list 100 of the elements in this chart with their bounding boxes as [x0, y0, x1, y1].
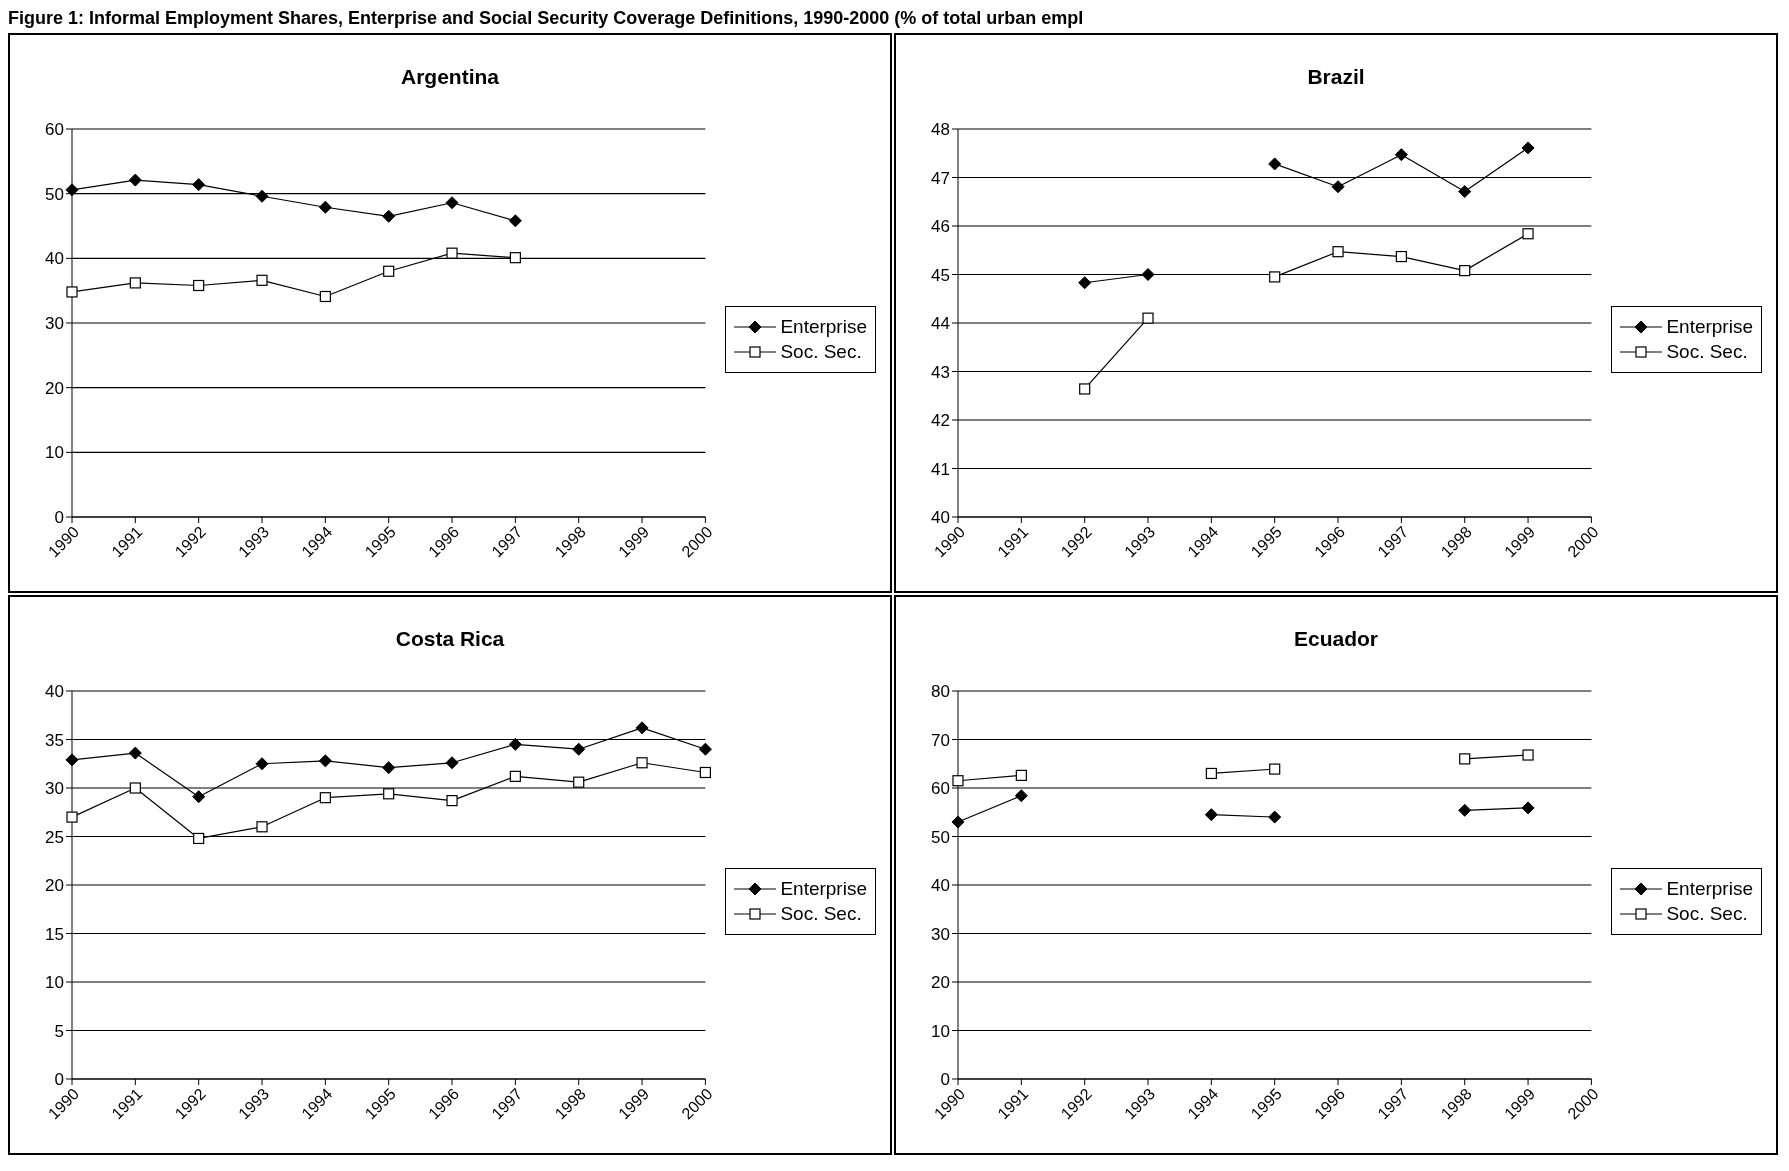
point — [1268, 810, 1282, 824]
caption: Figure 1: Informal Employment Shares, Enterprise and Social Security Coverage Definitions, 1990-2000 (% of total urban empl — [8, 8, 1085, 29]
point — [446, 795, 458, 807]
point — [698, 742, 712, 756]
point — [1269, 763, 1281, 775]
y-tick-label: 10 — [45, 443, 64, 463]
point — [1521, 801, 1535, 815]
y-tick-label: 20 — [45, 378, 64, 398]
point — [446, 247, 458, 259]
point — [1141, 268, 1155, 281]
y-tick-label: 30 — [45, 314, 64, 334]
y-tick-label: 5 — [54, 1021, 64, 1041]
y-tick-label: 42 — [931, 411, 950, 431]
point — [635, 721, 649, 735]
y-tick-label: 50 — [45, 184, 64, 204]
y-tick-label: 48 — [931, 120, 950, 140]
point — [1014, 789, 1028, 803]
y-tick-label: 43 — [931, 362, 950, 382]
point — [1331, 180, 1345, 194]
y-tick-label: 46 — [931, 217, 950, 237]
y-tick-label: 0 — [54, 508, 64, 528]
point — [256, 821, 268, 833]
chart-title: Ecuador — [1293, 627, 1379, 651]
point — [1395, 250, 1407, 263]
point — [383, 788, 395, 800]
point — [1521, 141, 1535, 155]
legend-label: Enterprise — [780, 877, 867, 900]
point — [319, 290, 331, 303]
point — [1269, 271, 1281, 283]
chart-title: Brazil — [1306, 65, 1366, 89]
legend-label: Soc. Sec. — [780, 340, 862, 363]
y-tick-label: 60 — [931, 779, 950, 799]
point — [1205, 767, 1217, 780]
point — [1204, 808, 1218, 822]
chart-title: Costa Rica — [394, 627, 506, 651]
y-tick-label: 70 — [931, 730, 950, 750]
y-tick-label: 40 — [931, 876, 950, 896]
point — [383, 265, 395, 277]
point — [1268, 157, 1282, 171]
legend-label: Enterprise — [780, 315, 867, 338]
point — [1015, 769, 1027, 781]
point — [255, 189, 269, 203]
point — [1522, 228, 1534, 240]
point — [66, 286, 78, 298]
point — [445, 196, 459, 210]
y-tick-label: 30 — [931, 924, 950, 944]
point — [636, 757, 648, 769]
point — [382, 209, 396, 223]
point — [318, 754, 332, 768]
point — [129, 782, 141, 794]
point — [192, 178, 206, 192]
point — [1522, 749, 1534, 761]
y-tick-label: 10 — [45, 973, 64, 993]
point — [508, 737, 522, 751]
legend-label: Soc. Sec. — [1666, 902, 1748, 925]
y-tick-label: 40 — [931, 508, 950, 528]
point — [1458, 185, 1472, 199]
y-tick-label: 0 — [940, 1070, 950, 1090]
point — [509, 252, 521, 264]
y-tick-label: 60 — [45, 120, 64, 140]
legend-label: Enterprise — [1666, 315, 1753, 338]
y-tick-label: 20 — [931, 973, 950, 993]
point — [1459, 753, 1471, 765]
y-tick-label: 15 — [45, 924, 64, 944]
point — [951, 815, 965, 829]
point — [319, 792, 331, 804]
y-tick-label: 40 — [45, 682, 64, 702]
y-tick-label: 10 — [931, 1021, 950, 1041]
point — [255, 757, 269, 771]
point — [1142, 312, 1154, 324]
point — [1394, 148, 1408, 162]
y-tick-label: 35 — [45, 730, 64, 750]
point — [193, 279, 205, 292]
y-tick-label: 45 — [931, 265, 950, 285]
point — [65, 183, 79, 197]
point — [573, 776, 585, 788]
point — [382, 761, 396, 775]
point — [509, 770, 521, 782]
point — [572, 742, 586, 756]
point — [445, 756, 459, 770]
point — [193, 832, 205, 845]
y-tick-label: 30 — [45, 779, 64, 799]
point — [699, 766, 711, 779]
y-tick-label: 20 — [45, 876, 64, 896]
point — [1079, 383, 1091, 395]
y-tick-label: 47 — [931, 168, 950, 188]
point — [66, 811, 78, 823]
legend-label: Enterprise — [1666, 877, 1753, 900]
y-tick-label: 50 — [931, 827, 950, 847]
point — [256, 274, 268, 286]
y-tick-label: 0 — [54, 1070, 64, 1090]
point — [129, 277, 141, 289]
point — [65, 753, 79, 767]
legend-label: Soc. Sec. — [1666, 340, 1748, 363]
point — [1459, 265, 1471, 277]
point — [128, 746, 142, 760]
point — [128, 173, 142, 187]
y-tick-label: 40 — [45, 249, 64, 269]
y-tick-label: 80 — [931, 682, 950, 702]
point — [192, 790, 206, 804]
